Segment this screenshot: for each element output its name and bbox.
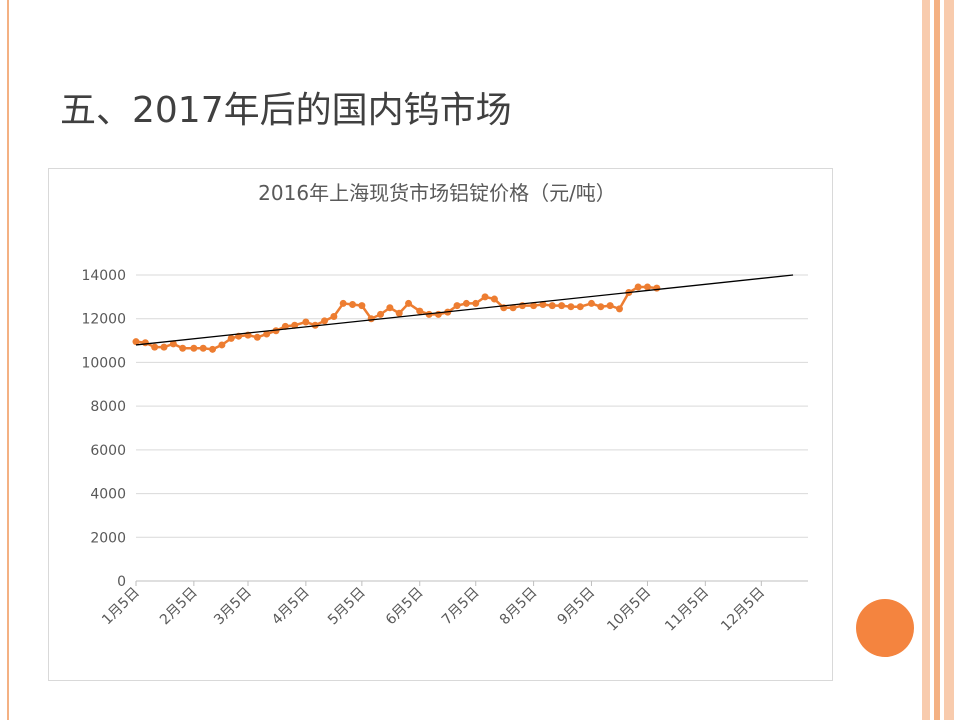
data-point: [509, 304, 517, 312]
data-point: [377, 310, 385, 318]
data-point: [321, 317, 329, 325]
data-point: [587, 299, 595, 307]
y-tick-label: 8000: [90, 399, 126, 415]
data-point: [199, 344, 207, 352]
y-tick-label: 10000: [81, 355, 126, 371]
data-point: [567, 303, 575, 311]
data-point: [281, 322, 289, 330]
data-point: [218, 341, 226, 349]
y-tick-label: 6000: [90, 443, 126, 459]
chart-frame: [48, 168, 833, 681]
data-point: [386, 304, 394, 312]
data-point: [548, 302, 556, 310]
data-point: [302, 318, 310, 326]
y-tick-label: 4000: [90, 487, 126, 503]
data-point: [576, 303, 584, 311]
data-point: [395, 309, 403, 317]
data-point: [291, 321, 299, 329]
data-point: [615, 305, 623, 313]
data-point: [132, 338, 140, 346]
data-point: [634, 283, 642, 291]
data-point: [481, 293, 489, 301]
data-point: [209, 345, 217, 353]
decor-circle: [856, 599, 914, 657]
data-point: [558, 302, 566, 310]
y-tick-label: 14000: [81, 268, 126, 284]
y-tick-label: 0: [117, 574, 126, 590]
data-point: [141, 339, 149, 347]
data-point: [530, 302, 538, 310]
stripe: [922, 0, 930, 720]
data-point: [227, 334, 235, 342]
data-point: [462, 299, 470, 307]
data-point: [358, 302, 366, 310]
data-point: [272, 327, 280, 335]
y-tick-label: 2000: [90, 530, 126, 546]
data-point: [263, 330, 271, 338]
data-point: [597, 303, 605, 311]
data-point: [349, 301, 357, 309]
data-point: [330, 313, 338, 321]
data-point: [169, 340, 177, 348]
chart-title: 2016年上海现货市场铝锭价格（元/吨）: [258, 181, 616, 205]
trendline: [135, 274, 794, 346]
data-point: [179, 344, 187, 352]
data-point: [643, 283, 651, 291]
y-tick-label: 12000: [81, 312, 126, 328]
data-point: [339, 299, 347, 307]
data-point: [539, 301, 547, 309]
data-point: [160, 343, 168, 351]
data-point: [453, 302, 461, 310]
slide-title: 五、2017年后的国内钨市场: [60, 90, 512, 131]
data-point: [367, 315, 375, 323]
data-point: [190, 344, 198, 352]
data-point: [606, 302, 614, 310]
data-point: [653, 284, 661, 292]
data-point: [151, 343, 159, 351]
data-point: [416, 307, 424, 315]
data-point: [490, 295, 498, 303]
stripe: [934, 0, 940, 720]
data-point: [472, 299, 480, 307]
stripe: [944, 0, 954, 720]
data-point: [253, 333, 261, 341]
data-point: [405, 299, 413, 307]
